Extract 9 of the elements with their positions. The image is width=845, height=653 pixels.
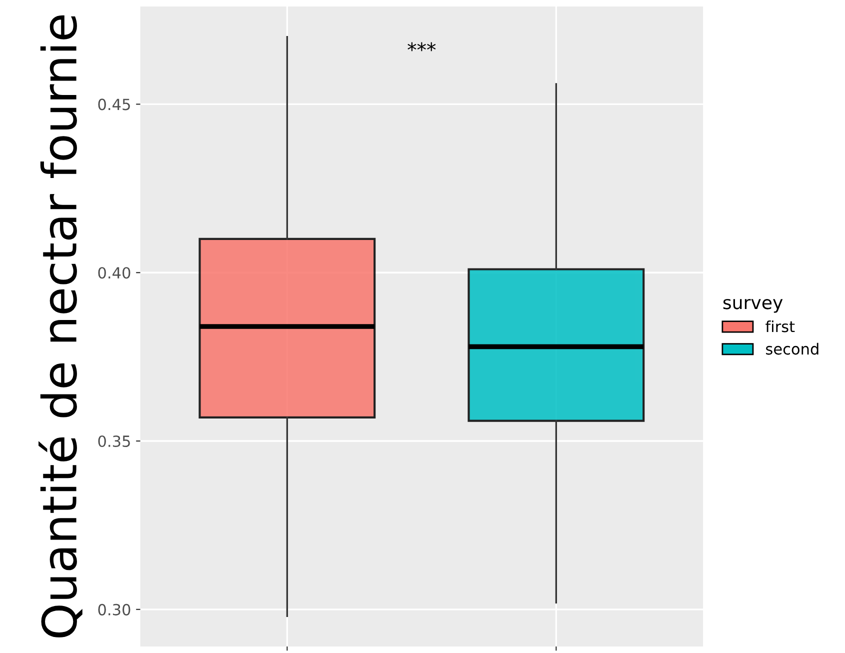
y-tick-label: 0.40 bbox=[98, 267, 130, 279]
y-axis-title: Quantité de nectar fournie bbox=[38, 15, 82, 638]
y-tick-label: 0.35 bbox=[98, 435, 130, 448]
legend-label: second bbox=[766, 342, 818, 355]
legend-label: first bbox=[766, 320, 795, 332]
y-tick-label: 0.45 bbox=[98, 98, 130, 110]
legend-title: survey bbox=[723, 298, 783, 313]
annotation: *** bbox=[408, 42, 436, 52]
y-tick-label: 0.30 bbox=[98, 604, 130, 616]
